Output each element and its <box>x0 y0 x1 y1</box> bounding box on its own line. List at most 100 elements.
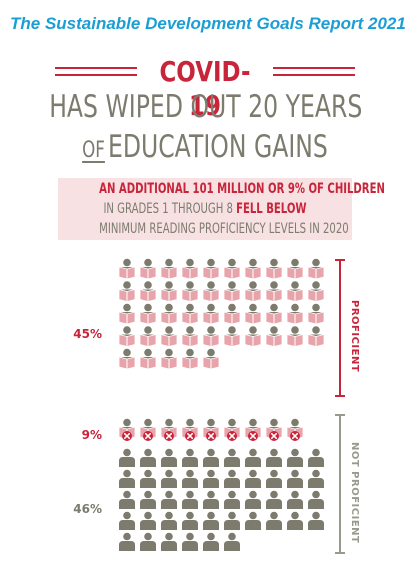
reading-child-icon <box>244 258 262 280</box>
child-icon <box>203 511 219 530</box>
reading-child-icon <box>223 281 241 302</box>
child-icon <box>182 469 198 488</box>
headline-line-2: OFEDUCATION GAINS <box>49 128 361 170</box>
callout-line-3: MINIMUM READING PROFICIENCY LEVELS IN 20… <box>99 221 349 237</box>
reading-child-icon <box>139 281 157 302</box>
child-icon <box>182 511 198 530</box>
reading-child-icon <box>286 326 304 347</box>
child-icon <box>161 490 177 509</box>
reading-child-icon <box>223 258 241 280</box>
child-icon <box>119 469 135 488</box>
callout-highlight: FELL BELOW <box>236 201 307 217</box>
child-icon <box>119 490 135 509</box>
child-crossed-book-icon <box>118 418 136 441</box>
child-icon <box>245 448 261 467</box>
reading-child-icon <box>307 303 325 325</box>
child-crossed-book-icon <box>139 418 157 441</box>
callout-line-2-text: IN GRADES 1 THROUGH 8 <box>103 201 237 217</box>
decorative-rule-left <box>55 67 137 76</box>
reading-child-icon <box>223 303 241 325</box>
child-icon <box>203 448 219 467</box>
reading-child-icon <box>181 303 199 325</box>
child-icon <box>224 469 240 488</box>
reading-child-icon <box>265 281 283 302</box>
child-icon <box>203 490 219 509</box>
child-icon <box>119 532 135 551</box>
reading-child-icon <box>286 281 304 302</box>
fell-below-percent: 9% <box>81 428 102 442</box>
callout-box: AN ADDITIONAL 101 MILLION OR 9% OF CHILD… <box>58 178 385 240</box>
child-crossed-book-icon <box>160 418 178 441</box>
headline-of: OF <box>82 138 105 163</box>
child-crossed-book-icon <box>223 418 241 441</box>
reading-child-icon <box>139 348 157 370</box>
child-icon <box>161 511 177 530</box>
reading-child-icon <box>202 303 220 325</box>
child-icon <box>140 511 156 530</box>
reading-child-icon <box>160 348 178 370</box>
reading-child-icon <box>118 348 136 370</box>
child-icon <box>224 511 240 530</box>
child-icon <box>266 490 282 509</box>
child-icon <box>266 469 282 488</box>
proficient-label: PROFICIENT <box>349 300 360 373</box>
reading-child-icon <box>118 326 136 347</box>
child-icon <box>224 532 240 551</box>
child-icon <box>182 532 198 551</box>
child-icon <box>140 490 156 509</box>
reading-child-icon <box>160 258 178 280</box>
child-icon <box>119 448 135 467</box>
reading-child-icon <box>202 348 220 370</box>
not-proficient-percent: 46% <box>73 502 102 516</box>
child-crossed-book-icon <box>244 418 262 441</box>
child-icon <box>140 532 156 551</box>
reading-child-icon <box>244 281 262 302</box>
covid-heading: COVID-19 <box>55 55 355 122</box>
child-icon <box>245 490 261 509</box>
child-icon <box>161 532 177 551</box>
reading-child-icon <box>181 348 199 370</box>
not-proficient-label: NOT PROFICIENT <box>349 442 360 544</box>
child-icon <box>266 511 282 530</box>
child-icon <box>140 469 156 488</box>
child-icon <box>140 448 156 467</box>
reading-child-icon <box>202 281 220 302</box>
reading-child-icon <box>286 303 304 325</box>
covid-title: COVID-19 <box>159 55 251 122</box>
reading-child-icon <box>307 326 325 347</box>
child-icon <box>308 511 324 530</box>
proficient-percent: 45% <box>73 327 102 341</box>
reading-child-icon <box>223 326 241 347</box>
child-icon <box>287 511 303 530</box>
child-icon <box>203 469 219 488</box>
child-icon <box>182 448 198 467</box>
reading-child-icon <box>139 258 157 280</box>
child-icon <box>308 469 324 488</box>
reading-child-icon <box>265 303 283 325</box>
reading-child-icon <box>244 326 262 347</box>
report-title: The Sustainable Development Goals Report… <box>10 14 406 33</box>
child-icon <box>287 448 303 467</box>
headline-line-1: HAS WIPED OUT 20 YEARS <box>49 89 363 125</box>
child-icon <box>119 511 135 530</box>
child-icon <box>203 532 219 551</box>
reading-child-icon <box>244 303 262 325</box>
child-icon <box>161 469 177 488</box>
child-icon <box>287 469 303 488</box>
reading-child-icon <box>118 258 136 280</box>
child-crossed-book-icon <box>202 418 220 441</box>
reading-child-icon <box>160 326 178 347</box>
child-icon <box>245 469 261 488</box>
reading-child-icon <box>307 281 325 302</box>
child-crossed-book-icon <box>181 418 199 441</box>
reading-child-icon <box>160 303 178 325</box>
reading-child-icon <box>118 281 136 302</box>
reading-child-icon <box>139 326 157 347</box>
reading-child-icon <box>202 326 220 347</box>
child-crossed-book-icon <box>286 418 304 441</box>
child-crossed-book-icon <box>265 418 283 441</box>
reading-child-icon <box>118 303 136 325</box>
reading-child-icon <box>202 258 220 280</box>
child-icon <box>287 490 303 509</box>
